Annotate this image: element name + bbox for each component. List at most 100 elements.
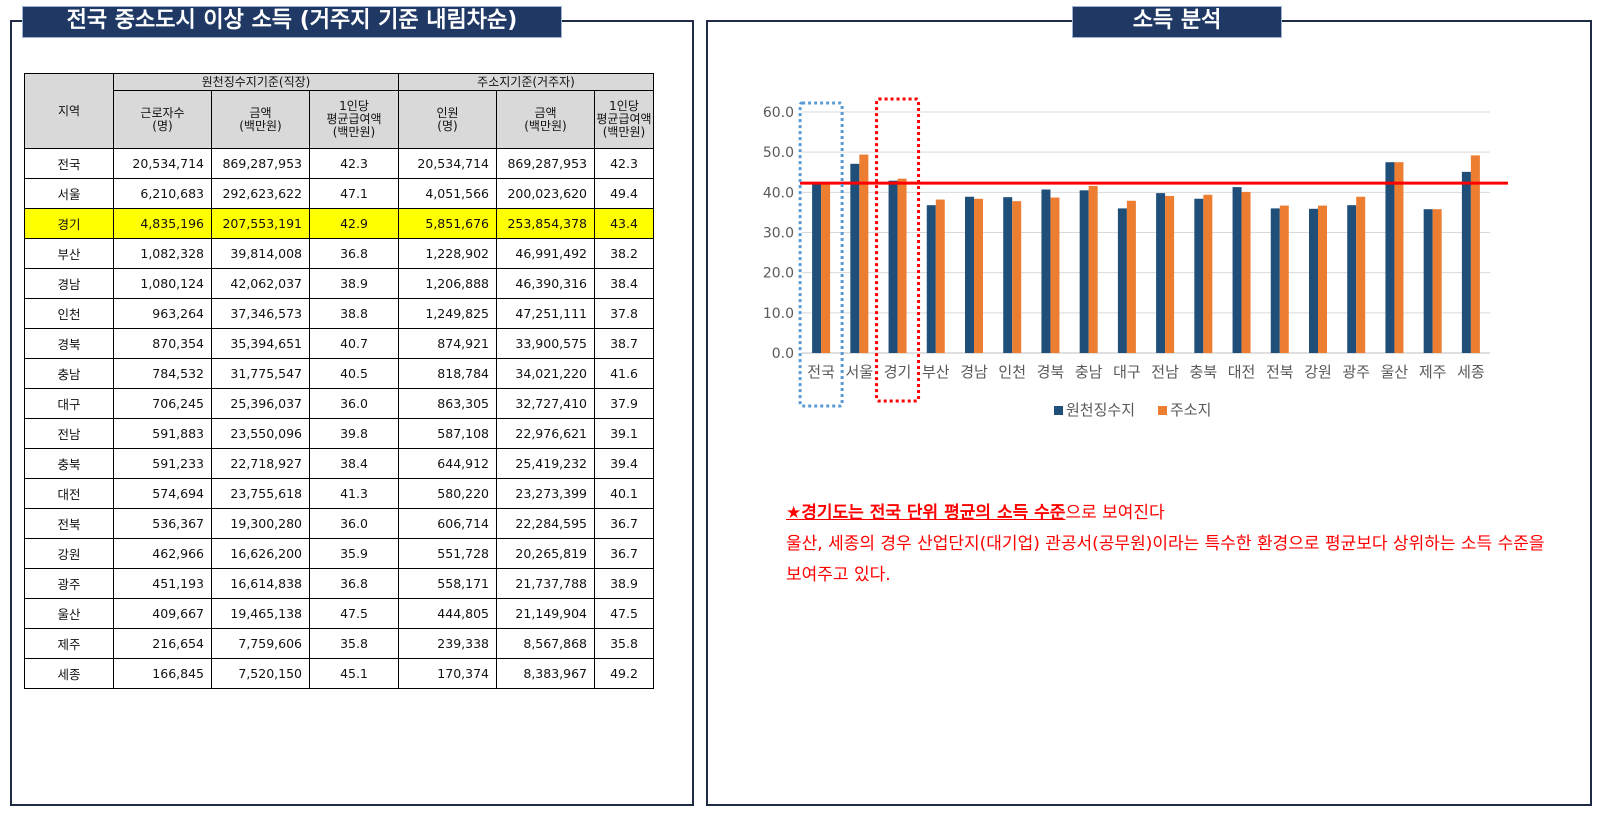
bar-withholding [1079,190,1089,353]
cell-workers: 166,845 [113,658,212,689]
cell-region: 대구 [24,388,114,419]
table-row: 세종 166,845 7,520,150 45.1 170,374 8,383,967 49… [24,658,654,689]
cell-avg-w: 39.8 [309,418,399,449]
cell-amount-a: 253,854,378 [496,208,595,239]
cell-region: 전북 [24,508,114,539]
cell-amount-w: 31,775,547 [211,358,310,389]
table-row: 전국 20,534,714 869,287,953 42.3 20,534,714 869… [24,148,654,179]
x-tick-label: 경기 [884,363,912,381]
table-row: 서울 6,210,683 292,623,622 47.1 4,051,566 200,0… [24,178,654,209]
cell-region: 세종 [24,658,114,689]
cell-amount-w: 23,550,096 [211,418,310,449]
cell-avg-a: 43.4 [594,208,654,239]
table-row: 충북 591,233 22,718,927 38.4 644,912 25,419,232… [24,448,654,479]
cell-amount-a: 25,419,232 [496,448,595,479]
table-row: 대전 574,694 23,755,618 41.3 580,220 23,273,399… [24,478,654,509]
bar-address [897,178,907,353]
bar-withholding [1347,205,1357,353]
legend-label: 원천징수지 [1066,401,1135,419]
bar-withholding [965,196,974,353]
bar-withholding [1003,197,1013,353]
cell-avg-w: 38.8 [309,298,399,329]
cell-avg-w: 38.9 [309,268,399,299]
cell-avg-w: 45.1 [309,658,399,689]
cell-persons: 1,228,902 [398,238,497,269]
table-row: 경남 1,080,124 42,062,037 38.9 1,206,888 46,390… [24,268,654,299]
bar-withholding [1194,198,1204,353]
y-tick-label: 40.0 [763,185,794,201]
cell-region: 경기 [24,208,114,239]
y-tick-label: 60.0 [763,105,794,121]
bar-address [1203,194,1213,353]
cell-avg-a: 37.9 [594,388,654,419]
cell-region: 충남 [24,358,114,389]
cell-amount-a: 47,251,111 [496,298,595,329]
cell-workers: 870,354 [113,328,212,359]
cell-avg-a: 38.9 [594,568,654,599]
cell-amount-a: 34,021,220 [496,358,595,389]
cell-amount-a: 8,383,967 [496,658,595,689]
bar-address [1165,195,1175,353]
legend-label: 주소지 [1170,401,1211,419]
cell-avg-a: 47.5 [594,598,654,629]
cell-region: 전남 [24,418,114,449]
cell-workers: 1,082,328 [113,238,212,269]
cell-amount-w: 22,718,927 [211,448,310,479]
cell-avg-w: 40.5 [309,358,399,389]
cell-workers: 574,694 [113,478,212,509]
analysis-text: ★경기도는 전국 단위 평균의 소득 수준으로 보여진다 울산, 세종의 경우 … [786,498,1546,591]
cell-region: 경남 [24,268,114,299]
cell-avg-w: 42.9 [309,208,399,239]
income-table: 지역 원천징수지기준(직장) 주소지기준(거주자) 근로자수 (명) 금액 (백만원… [24,73,654,689]
cell-amount-a: 22,284,595 [496,508,595,539]
cell-region: 경북 [24,328,114,359]
cell-amount-a: 46,390,316 [496,268,595,299]
cell-amount-a: 200,023,620 [496,178,595,209]
cell-workers: 462,966 [113,538,212,569]
cell-amount-a: 23,273,399 [496,478,595,509]
bar-address [1394,162,1404,353]
cell-avg-a: 38.2 [594,238,654,269]
cell-workers: 409,667 [113,598,212,629]
bar-withholding [1156,193,1166,353]
cell-amount-a: 46,991,492 [496,238,595,269]
cell-amount-a: 33,900,575 [496,328,595,359]
bar-address [1432,209,1442,353]
cell-persons: 1,249,825 [398,298,497,329]
y-tick-label: 30.0 [763,226,794,242]
x-tick-label: 경북 [1037,363,1065,381]
cell-avg-w: 36.8 [309,238,399,269]
y-tick-label: 0.0 [772,346,794,362]
cell-amount-w: 23,755,618 [211,478,310,509]
cell-avg-w: 47.5 [309,598,399,629]
cell-avg-a: 38.4 [594,268,654,299]
cell-avg-a: 35.8 [594,628,654,659]
cell-persons: 558,171 [398,568,497,599]
x-tick-label: 강원 [1304,363,1332,381]
cell-avg-w: 40.7 [309,328,399,359]
cell-workers: 451,193 [113,568,212,599]
table-row: 부산 1,082,328 39,814,008 36.8 1,228,902 46,991… [24,238,654,269]
table-row: 전남 591,883 23,550,096 39.8 587,108 22,976,621… [24,418,654,449]
right-panel [706,20,1592,806]
x-tick-label: 대전 [1228,363,1256,381]
cell-avg-w: 47.1 [309,178,399,209]
x-tick-label: 광주 [1342,363,1370,381]
cell-workers: 706,245 [113,388,212,419]
cell-avg-w: 42.3 [309,148,399,179]
x-tick-label: 충북 [1190,363,1218,381]
analysis-line-1: ★경기도는 전국 단위 평균의 소득 수준으로 보여진다 [786,498,1546,529]
cell-workers: 591,233 [113,448,212,479]
cell-avg-a: 36.7 [594,538,654,569]
cell-persons: 444,805 [398,598,497,629]
bar-withholding [1461,171,1471,353]
cell-region: 강원 [24,538,114,569]
bar-address [1470,155,1480,353]
table-row: 대구 706,245 25,396,037 36.0 863,305 32,727,410… [24,388,654,419]
bar-address [974,198,983,353]
cell-amount-w: 37,346,573 [211,298,310,329]
cell-amount-a: 869,287,953 [496,148,595,179]
x-tick-label: 울산 [1381,363,1409,381]
cell-workers: 216,654 [113,628,212,659]
cell-avg-w: 41.3 [309,478,399,509]
